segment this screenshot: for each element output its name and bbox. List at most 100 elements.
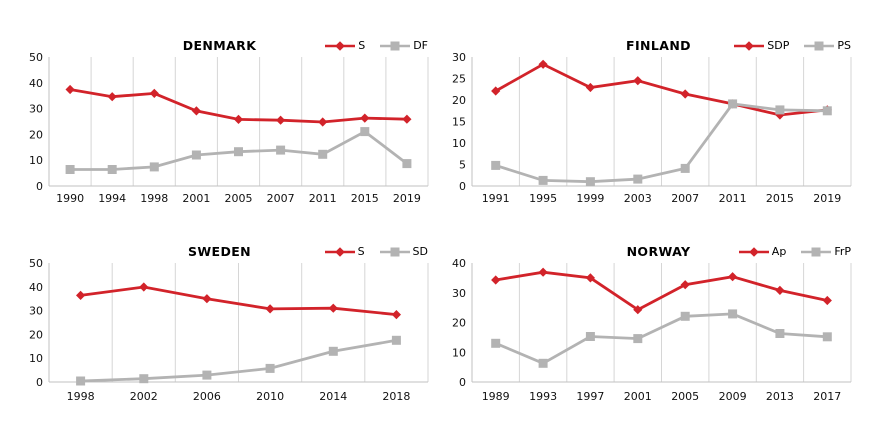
chart-title: NORWAY [626,244,691,259]
legend-item-frp: FrP [801,246,851,258]
legend-swatch-svg [804,41,835,51]
legend-item-sd: SD [379,246,428,258]
line-chart-finland: 0 5 10 15 20 25 30 1991 1995 1999 2003 2007 2011 2015… [452,51,852,205]
y-tick-label: 30 [29,103,43,116]
legend-item-s: S [325,40,365,52]
chart-legend: S SD [324,242,428,262]
data-point-diamond [538,267,548,277]
x-tick-label: 2011 [309,192,337,205]
series-line-FrP [495,312,828,365]
legend-square-marker [814,41,824,51]
gray-line-square-marker-icon [380,40,411,52]
legend-square-marker [390,41,400,51]
x-tick-label: 1998 [140,192,168,205]
data-point-diamond [65,84,75,95]
x-tick-label: 1999 [576,192,604,205]
data-point-diamond [265,304,275,314]
x-tick-label: 2003 [624,192,652,205]
x-tick-label: 2005 [225,192,253,205]
legend-swatch-svg [324,247,355,257]
red-line-diamond-marker-icon [738,246,769,258]
y-tick-label: 25 [452,73,466,86]
y-tick-label: 5 [459,159,466,172]
data-point-square [728,99,738,109]
data-point-square [149,162,159,172]
data-point-square [402,159,412,169]
y-tick-label: 30 [29,305,43,318]
chart-header: DENMARK S DF [0,36,439,56]
x-tick-label: 1994 [98,192,126,205]
y-tick-label: 0 [459,376,466,389]
legend-diamond-marker [335,41,346,51]
y-tick-label: 30 [452,51,466,64]
x-tick-label: 2011 [719,192,747,205]
data-point-square [318,149,328,159]
data-point-square [65,165,75,174]
data-point-diamond [149,88,159,98]
y-tick-label: 30 [452,287,466,300]
data-point-diamond [107,92,117,102]
x-tick-label: 2019 [813,192,841,205]
legend-square-marker [390,247,400,257]
data-point-square [234,147,243,157]
data-point-diamond [233,114,244,124]
data-point-square [585,177,595,187]
y-tick-label: 20 [29,328,43,341]
chart-panel-norway: 0 10 20 30 40 1989 1993 1997 2001 2005 2009 2013 201… [439,212,878,425]
legend-swatch-svg [738,247,769,257]
x-tick-label: 2001 [182,192,210,205]
data-point-square [775,329,785,338]
y-tick-label: 10 [452,346,466,359]
data-point-square [538,358,548,368]
legend-square-marker [811,247,821,257]
legend-swatch-svg [379,247,410,257]
legend-item-s: S [324,245,365,258]
chart-legend: SDP PS [734,36,851,56]
x-tick-label: 2015 [351,192,379,205]
legend-label: S [357,245,365,258]
x-tick-label: 1991 [482,192,510,205]
line-chart-denmark: 0 10 20 30 40 50 1990 1994 1998 2001 2005 2007 2011 2… [29,51,429,205]
data-point-square [76,376,86,386]
legend-item-ps: PS [804,40,851,52]
data-point-diamond [139,282,149,292]
line-chart-sweden: 0 10 20 30 40 50 1998 2002 2006 2010 2014 2018 [29,257,429,403]
line-chart-norway: 0 10 20 30 40 1989 1993 1997 2001 2005 2009 2013 201… [452,257,852,403]
gray-line-square-marker-icon [379,246,410,258]
legend-diamond-marker [744,41,755,51]
data-point-diamond [276,115,286,125]
legend-swatch-svg [325,41,356,51]
legend-label: DF [413,39,428,52]
data-point-diamond [491,275,501,285]
chart-header: SWEDEN S SD [0,242,439,262]
y-tick-label: 50 [29,51,43,64]
x-tick-label: 2005 [671,390,699,403]
data-point-square [585,332,595,341]
y-tick-label: 20 [452,317,466,330]
x-tick-label: 2019 [393,192,421,205]
chart-panel-finland: 0 5 10 15 20 25 30 1991 1995 1999 2003 2007 2011 2015… [439,0,878,212]
red-line-diamond-marker-icon [734,40,765,52]
data-point-square [139,374,149,384]
legend-label: FrP [834,245,851,258]
y-tick-label: 0 [36,180,43,193]
x-tick-label: 2009 [719,390,747,403]
y-tick-label: 10 [452,137,466,150]
x-tick-label: 2015 [766,192,794,205]
y-tick-label: 0 [36,376,43,389]
data-point-square [728,309,738,319]
chart-legend: Ap FrP [738,242,851,262]
legend-diamond-marker [334,247,345,257]
x-tick-label: 1998 [67,390,95,403]
x-tick-label: 2001 [624,390,652,403]
legend-label: Ap [771,245,787,258]
series-line-SD [80,338,397,383]
x-tick-label: 1993 [529,390,557,403]
x-tick-label: 2007 [267,192,295,205]
legend-label: SDP [767,39,790,52]
data-point-square [276,145,286,155]
chart-title: SWEDEN [187,244,252,259]
legend-label: S [358,39,366,52]
data-point-diamond [202,294,212,304]
chart-legend: S DF [325,36,428,56]
